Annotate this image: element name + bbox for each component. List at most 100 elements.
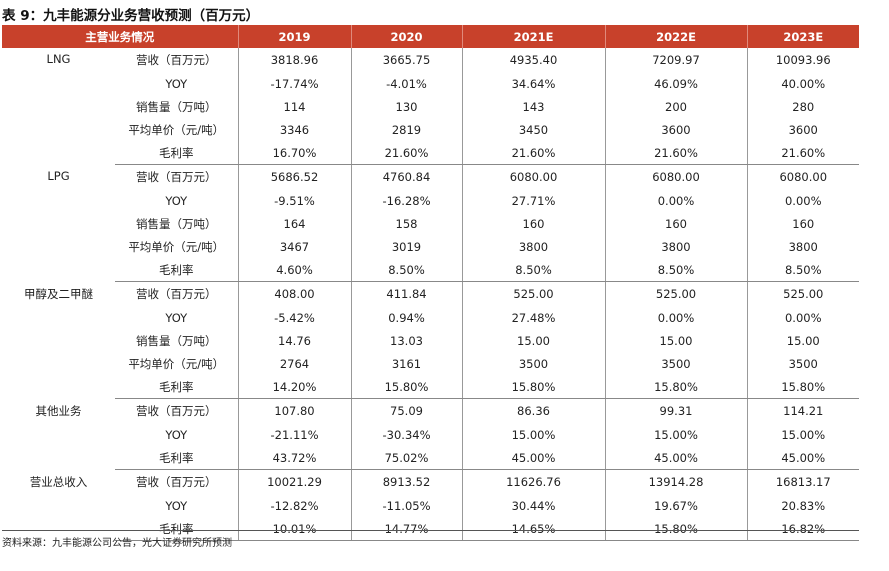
segment-cell: LPG — [2, 165, 115, 282]
segment-cell: LNG — [2, 48, 115, 165]
value-cell: 160 — [605, 212, 748, 235]
value-cell: 14.77% — [351, 517, 463, 541]
table-row: LNG 营收（百万元） 3818.96 3665.75 4935.40 7209.97 10… — [2, 48, 859, 72]
table-row: 毛利率 4.60% 8.50% 8.50% 8.50% 8.50% — [2, 258, 859, 282]
revenue-forecast-table: 主营业务情况 2019 2020 2021E 2022E 2023E LNG 营收… — [2, 25, 859, 541]
value-cell: 15.80% — [462, 375, 606, 399]
metric-label: YOY — [115, 189, 239, 212]
value-cell: 0.00% — [784, 193, 822, 208]
header-business-label: 主营业务情况 — [2, 25, 239, 48]
value-cell: 3665.75 — [351, 48, 463, 72]
header-year: 2023E — [747, 25, 859, 48]
metric-label: 平均单价（元/吨） — [115, 118, 239, 141]
table-row: 毛利率 16.70% 21.60% 21.60% 21.60% 21.60% — [2, 141, 859, 165]
metric-label: 营收（百万元） — [115, 164, 239, 189]
value-cell: 10021.29 — [238, 469, 352, 494]
value-cell: 13914.28 — [605, 469, 748, 494]
segment-label: LNG — [46, 52, 71, 66]
metric-label: 营收（百万元） — [115, 469, 239, 494]
value-cell: 3800 — [605, 235, 748, 258]
value-cell: 0.94% — [351, 306, 463, 329]
value-cell: 45.00% — [747, 446, 859, 470]
value-cell: 15.00 — [605, 329, 748, 352]
value-cell: 30.44% — [462, 494, 606, 517]
value-cell: 11626.76 — [462, 469, 606, 494]
metric-label: 毛利率 — [115, 375, 239, 399]
table-row: 营业总收入 营收（百万元） 10021.29 8913.52 11626.76 13914… — [2, 469, 859, 494]
value-cell: 2819 — [351, 118, 463, 141]
value-cell: 15.80% — [747, 375, 859, 399]
value-cell: 75.09 — [351, 398, 463, 423]
value-cell: 3500 — [462, 352, 606, 375]
value-cell: 3500 — [788, 356, 818, 371]
value-cell: 6080.00 — [779, 170, 828, 184]
value-cell: 14.65% — [462, 517, 606, 541]
value-cell: 0.00% — [605, 306, 748, 329]
value-cell: -21.11% — [238, 423, 352, 446]
header-year: 2022E — [605, 25, 748, 48]
value-cell: 3800 — [462, 235, 606, 258]
value-cell: 4935.40 — [462, 48, 606, 72]
value-cell: 3600 — [788, 122, 818, 137]
value-cell: 7209.97 — [605, 48, 748, 72]
value-cell: 21.60% — [462, 141, 606, 165]
value-cell: 3161 — [351, 352, 463, 375]
value-cell: 21.60% — [605, 141, 748, 165]
value-cell: 15.00 — [462, 329, 606, 352]
value-cell: 19.67% — [605, 494, 748, 517]
metric-label: 销售量（万吨） — [115, 95, 239, 118]
value-cell: 16813.17 — [775, 475, 831, 489]
value-cell: 5686.52 — [238, 164, 352, 189]
table-row: YOY -12.82% -11.05% 30.44% 19.67% 20.83% — [2, 494, 859, 517]
bottom-rule — [2, 530, 859, 531]
value-cell: 15.00 — [786, 333, 820, 348]
value-cell: 16.82% — [747, 517, 859, 541]
value-cell: 2764 — [238, 352, 352, 375]
value-cell: -12.82% — [238, 494, 352, 517]
value-cell: 158 — [351, 212, 463, 235]
table-row: 毛利率 10.01% 14.77% 14.65% 15.80% 16.82% — [2, 517, 859, 541]
value-cell: 4.60% — [238, 258, 352, 282]
table-row: 销售量（万吨） 14.76 13.03 15.00 15.00 15.00 — [2, 329, 859, 352]
metric-label: 平均单价（元/吨） — [115, 352, 239, 375]
header-year: 2020 — [351, 25, 463, 48]
value-cell: 3818.96 — [238, 48, 352, 72]
segment-label: 甲醇及二甲醚 — [24, 286, 93, 301]
value-cell: 8.50% — [605, 258, 748, 282]
table-row: 甲醇及二甲醚 营收（百万元） 408.00 411.84 525.00 525.00 525… — [2, 281, 859, 306]
value-cell: 160 — [462, 212, 606, 235]
metric-label: 毛利率 — [115, 141, 239, 165]
value-cell: 3450 — [462, 118, 606, 141]
metric-label: 营收（百万元） — [115, 48, 239, 72]
value-cell: -11.05% — [351, 494, 463, 517]
value-cell: 6080.00 — [605, 164, 748, 189]
value-cell: 21.60% — [747, 141, 859, 165]
table-row: YOY -21.11% -30.34% 15.00% 15.00% 15.00% — [2, 423, 859, 446]
value-cell: 525.00 — [783, 287, 824, 301]
value-cell: 15.80% — [351, 375, 463, 399]
value-cell: 3019 — [351, 235, 463, 258]
value-cell: 45.00% — [605, 446, 748, 470]
value-cell: 8913.52 — [351, 469, 463, 494]
value-cell: 75.02% — [351, 446, 463, 470]
value-cell: 15.00% — [781, 427, 826, 442]
value-cell: 3800 — [788, 239, 818, 254]
value-cell: 15.00% — [462, 423, 606, 446]
value-cell: 160 — [792, 216, 815, 231]
value-cell: 43.72% — [238, 446, 352, 470]
value-cell: 15.80% — [605, 517, 748, 541]
value-cell: 164 — [238, 212, 352, 235]
table-row: YOY -5.42% 0.94% 27.48% 0.00% 0.00% — [2, 306, 859, 329]
metric-label: YOY — [115, 494, 239, 517]
metric-label: 平均单价（元/吨） — [115, 235, 239, 258]
table-body: LNG 营收（百万元） 3818.96 3665.75 4935.40 7209.97 10… — [2, 48, 859, 541]
value-cell: 130 — [351, 95, 463, 118]
metric-label: 毛利率 — [115, 446, 239, 470]
table-row: YOY -9.51% -16.28% 27.71% 0.00% 0.00% — [2, 189, 859, 212]
metric-label: 营收（百万元） — [115, 398, 239, 423]
table-row: 平均单价（元/吨） 3467 3019 3800 3800 3800 — [2, 235, 859, 258]
value-cell: -9.51% — [238, 189, 352, 212]
value-cell: 27.71% — [462, 189, 606, 212]
value-cell: 46.09% — [605, 72, 748, 95]
value-cell: 45.00% — [462, 446, 606, 470]
